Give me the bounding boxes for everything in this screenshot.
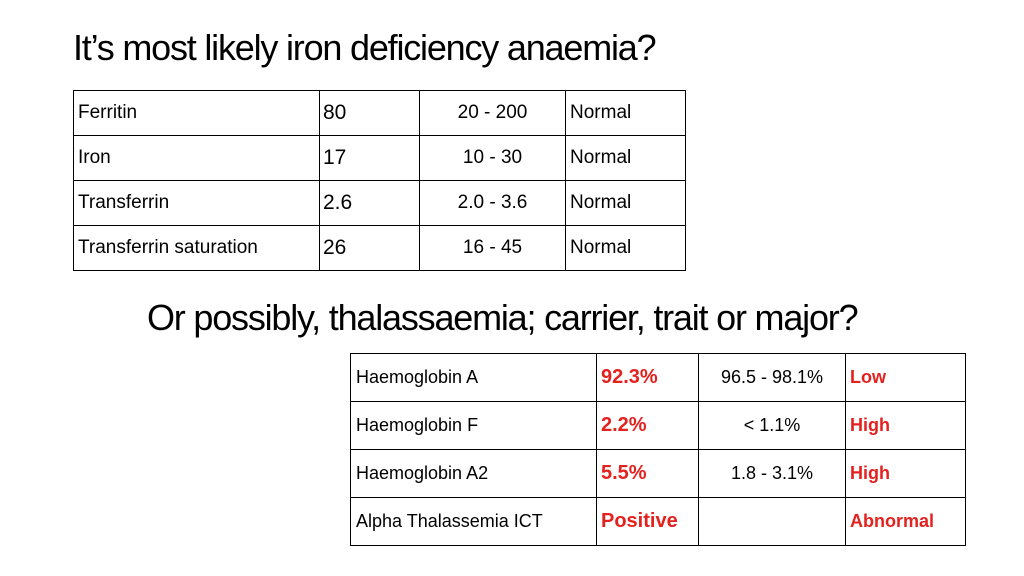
reference-range-cell: 1.8 - 3.1% xyxy=(698,449,846,498)
table-row: Ferritin 80 20 - 200 Normal xyxy=(73,90,686,136)
test-name-cell: Haemoglobin A xyxy=(350,353,597,402)
status-cell: Normal xyxy=(565,135,686,181)
status-cell: Normal xyxy=(565,90,686,136)
result-value-cell: 2.6 xyxy=(319,180,420,226)
status-cell: High xyxy=(845,449,966,498)
reference-range-cell: < 1.1% xyxy=(698,401,846,450)
table-row: Transferrin saturation 26 16 - 45 Normal xyxy=(73,225,686,271)
section-subtitle: Or possibly, thalassaemia; carrier, trai… xyxy=(147,297,859,338)
table-row: Haemoglobin A 92.3% 96.5 - 98.1% Low xyxy=(350,353,966,402)
test-name-cell: Haemoglobin A2 xyxy=(350,449,597,498)
table-row: Alpha Thalassemia ICT Positive Abnormal xyxy=(350,497,966,546)
test-name-cell: Transferrin xyxy=(73,180,320,226)
page-title: It’s most likely iron deficiency anaemia… xyxy=(73,27,657,68)
table-row: Haemoglobin A2 5.5% 1.8 - 3.1% High xyxy=(350,449,966,498)
reference-range-cell: 20 - 200 xyxy=(419,90,566,136)
result-value-cell: 17 xyxy=(319,135,420,181)
test-name-cell: Alpha Thalassemia ICT xyxy=(350,497,597,546)
status-cell: Abnormal xyxy=(845,497,966,546)
status-cell: Low xyxy=(845,353,966,402)
result-value-cell: Positive xyxy=(596,497,699,546)
status-cell: Normal xyxy=(565,225,686,271)
reference-range-cell: 2.0 - 3.6 xyxy=(419,180,566,226)
result-value-cell: 92.3% xyxy=(596,353,699,402)
table-row: Iron 17 10 - 30 Normal xyxy=(73,135,686,181)
test-name-cell: Iron xyxy=(73,135,320,181)
table-row: Transferrin 2.6 2.0 - 3.6 Normal xyxy=(73,180,686,226)
reference-range-cell: 16 - 45 xyxy=(419,225,566,271)
result-value-cell: 26 xyxy=(319,225,420,271)
result-value-cell: 80 xyxy=(319,90,420,136)
test-name-cell: Haemoglobin F xyxy=(350,401,597,450)
result-value-cell: 2.2% xyxy=(596,401,699,450)
reference-range-cell xyxy=(698,497,846,546)
result-value-cell: 5.5% xyxy=(596,449,699,498)
reference-range-cell: 96.5 - 98.1% xyxy=(698,353,846,402)
status-cell: Normal xyxy=(565,180,686,226)
test-name-cell: Ferritin xyxy=(73,90,320,136)
test-name-cell: Transferrin saturation xyxy=(73,225,320,271)
iron-studies-table: Ferritin 80 20 - 200 Normal Iron 17 10 -… xyxy=(73,90,686,271)
status-cell: High xyxy=(845,401,966,450)
reference-range-cell: 10 - 30 xyxy=(419,135,566,181)
table-row: Haemoglobin F 2.2% < 1.1% High xyxy=(350,401,966,450)
haemoglobin-electrophoresis-table: Haemoglobin A 92.3% 96.5 - 98.1% Low Hae… xyxy=(350,353,966,546)
